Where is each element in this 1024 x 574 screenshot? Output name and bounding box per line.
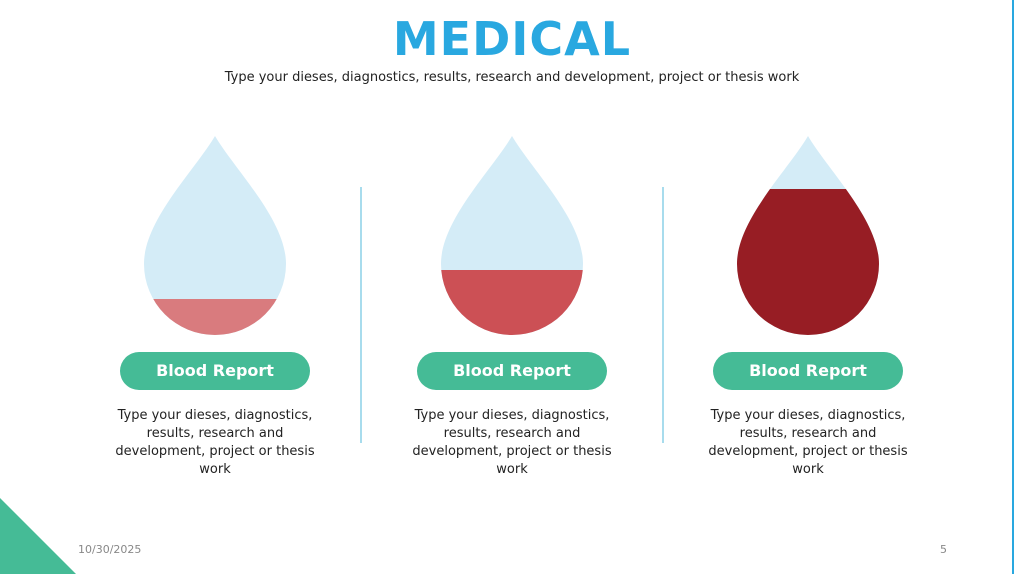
page-number: 5 [940, 543, 947, 556]
subtitle: Type your dieses, diagnostics, results, … [224, 70, 800, 85]
card-text: Type your dieses, diagnostics, results, … [708, 408, 908, 477]
card-button[interactable]: Blood Report [120, 352, 310, 390]
drop [737, 136, 879, 335]
card-button[interactable]: Blood Report [417, 352, 607, 390]
card-text: Type your dieses, diagnostics, results, … [115, 408, 315, 477]
drop [441, 136, 583, 335]
title: MEDICAL [392, 12, 632, 66]
card-button[interactable]: Blood Report [713, 352, 903, 390]
drop [144, 136, 286, 335]
card-text: Type your dieses, diagnostics, results, … [412, 408, 612, 477]
corner-triangle [0, 498, 76, 574]
footer-date: 10/30/2025 [78, 543, 142, 556]
